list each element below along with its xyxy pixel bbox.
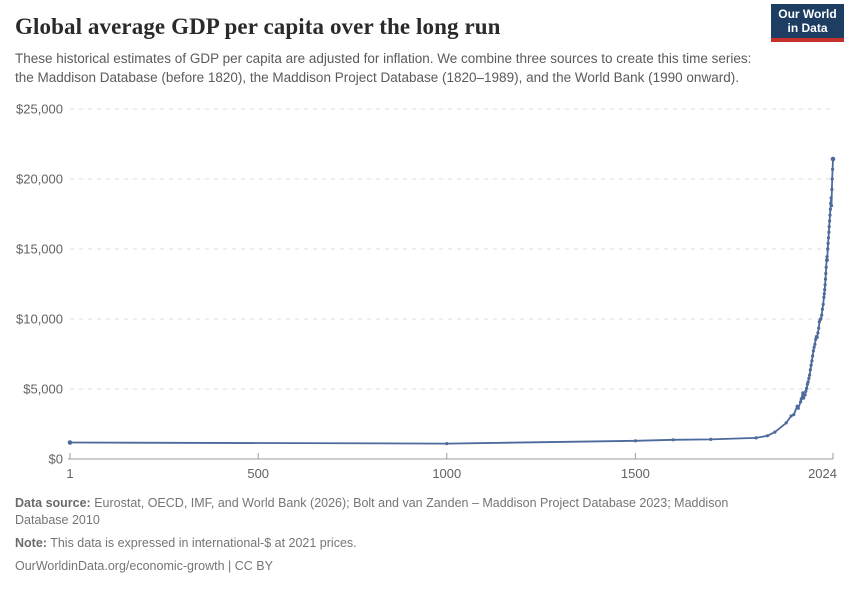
data-point [754, 436, 758, 440]
data-point [808, 368, 813, 372]
data-point [822, 295, 826, 299]
data-point [830, 187, 834, 192]
data-point [813, 342, 817, 346]
page-title: Global average GDP per capita over the l… [15, 14, 501, 39]
data-point [827, 230, 831, 234]
data-line [69, 158, 834, 445]
data-point [828, 213, 832, 217]
data-point [789, 414, 793, 418]
footer-url[interactable]: OurWorldinData.org/economic-growth | CC … [15, 559, 273, 573]
note-label: Note: [15, 536, 47, 550]
data-point [817, 326, 821, 330]
data-point [811, 354, 815, 358]
data-point [809, 363, 813, 367]
note-line: Note: This data is expressed in internat… [15, 535, 780, 552]
data-point [810, 359, 814, 363]
data-point [826, 247, 830, 251]
y-axis-tick-label: $25,000 [16, 102, 63, 117]
data-point [820, 313, 824, 317]
data-point [802, 396, 806, 400]
data-point [824, 271, 828, 276]
chart-footer: Data source: Eurostat, OECD, IMF, and Wo… [0, 489, 795, 575]
data-point [823, 283, 827, 287]
owid-logo-text-line1: Our World [778, 7, 837, 21]
x-axis-tick-label: 1500 [621, 466, 650, 481]
data-point [805, 382, 810, 386]
data-point [831, 167, 835, 171]
data-point [823, 277, 828, 281]
data-point [765, 434, 770, 438]
y-axis-tick-label: $15,000 [16, 242, 63, 257]
data-point [823, 288, 827, 292]
data-point [830, 177, 834, 181]
data-point [709, 437, 713, 441]
y-axis-tick-label: $5,000 [23, 382, 63, 397]
data-point [801, 391, 805, 395]
data-point [773, 430, 777, 434]
owid-logo[interactable]: Our World in Data [771, 4, 844, 42]
data-point [828, 207, 833, 211]
data-point [822, 292, 826, 296]
data-point [808, 373, 812, 377]
data-point [830, 156, 836, 162]
data-point [799, 400, 803, 404]
data-point [445, 442, 449, 446]
x-axis-tick-label: 1000 [432, 466, 461, 481]
data-point [816, 331, 820, 335]
y-axis-tick-label: $10,000 [16, 312, 63, 327]
data-point [820, 307, 825, 311]
data-point [796, 406, 800, 410]
data-point [807, 376, 811, 380]
x-axis-tick-label: 2024 [808, 466, 837, 481]
chart-header: Global average GDP per capita over the l… [0, 0, 850, 87]
data-point [803, 393, 807, 397]
data-source-text: Eurostat, OECD, IMF, and World Bank (202… [15, 496, 729, 527]
owid-logo-text-line2: in Data [787, 20, 828, 35]
data-point [819, 317, 823, 321]
y-axis-tick-label: $20,000 [16, 172, 63, 187]
data-point [824, 265, 828, 269]
x-axis-tick-label: 1 [66, 466, 73, 481]
data-point [806, 380, 810, 384]
data-point [821, 302, 825, 306]
data-source-label: Data source: [15, 496, 91, 510]
data-point [805, 386, 809, 390]
data-point [825, 258, 829, 262]
data-point [811, 349, 816, 353]
data-point [826, 241, 830, 245]
data-point [671, 438, 675, 442]
y-axis-tick-label: $0 [49, 452, 63, 467]
data-point [815, 335, 819, 339]
data-point [633, 439, 638, 443]
data-point [829, 204, 834, 208]
note-text: This data is expressed in international-… [46, 536, 357, 550]
data-point [828, 219, 832, 223]
data-point [829, 196, 833, 200]
data-point [67, 440, 73, 445]
data-source-line: Data source: Eurostat, OECD, IMF, and Wo… [15, 495, 780, 529]
data-point [784, 421, 788, 425]
data-point [825, 255, 829, 259]
x-axis-tick-label: 500 [247, 466, 269, 481]
data-point [792, 413, 796, 417]
data-point [812, 345, 816, 349]
data-point [804, 389, 808, 393]
data-point [826, 236, 831, 240]
data-point [827, 225, 831, 229]
page-subtitle: These historical estimates of GDP per ca… [15, 51, 752, 85]
